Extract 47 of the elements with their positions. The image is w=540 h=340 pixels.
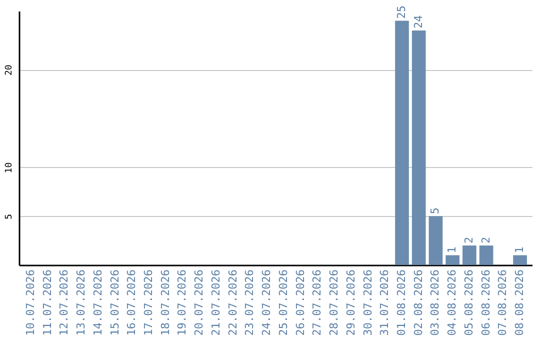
bar	[462, 245, 476, 265]
x-tick-label: 06.08.2026	[479, 270, 492, 336]
x-tick-label: 22.07.2026	[226, 270, 240, 336]
x-tick-label: 19.07.2026	[176, 270, 189, 336]
x-tick-label: 16.07.2026	[125, 270, 138, 336]
x-tick-label: 17.07.2026	[142, 270, 156, 336]
data-label: 2	[479, 236, 492, 244]
data-label: 1	[446, 246, 459, 254]
x-tick-label: 20.07.2026	[192, 270, 206, 336]
x-tick-label: 08.08.2026	[513, 270, 526, 336]
x-tick-label: 29.07.2026	[344, 270, 358, 336]
x-tick-label: 23.07.2026	[243, 270, 256, 336]
bar	[479, 245, 494, 265]
x-tick-label: 01.08.2026	[394, 270, 408, 336]
y-tick-label: 5	[4, 214, 14, 220]
x-tick-label: 13.07.2026	[74, 270, 88, 336]
x-tick-label: 11.07.2026	[40, 270, 54, 336]
x-tick-label: 15.07.2026	[108, 270, 122, 336]
x-tick-label: 21.07.2026	[209, 270, 222, 336]
y-tick-label: 10	[4, 162, 14, 174]
x-tick-label: 25.07.2026	[276, 270, 290, 336]
bar	[446, 255, 460, 265]
x-tick-label: 26.07.2026	[294, 270, 307, 336]
bar	[513, 255, 527, 265]
x-tick-label: 02.08.2026	[412, 270, 425, 336]
x-tick-label: 04.08.2026	[446, 270, 459, 336]
x-tick-label: 31.07.2026	[378, 270, 392, 336]
x-tick-label: 18.07.2026	[158, 270, 172, 336]
x-tick-label: 07.08.2026	[496, 270, 510, 336]
bar	[428, 216, 443, 265]
x-tick-label: 24.07.2026	[260, 270, 274, 336]
data-label: 1	[513, 246, 526, 254]
bar	[412, 30, 426, 265]
x-tick-label: 27.07.2026	[310, 270, 324, 336]
x-tick-label: 10.07.2026	[24, 270, 37, 336]
x-tick-label: 05.08.2026	[462, 270, 476, 336]
x-tick-label: 12.07.2026	[58, 270, 71, 336]
x-tick-label: 14.07.2026	[91, 270, 104, 336]
data-label: 24	[412, 14, 425, 29]
x-tick-label: 03.08.2026	[428, 270, 442, 336]
y-tick-label: 20	[4, 64, 14, 76]
bar	[395, 20, 409, 265]
data-label: 5	[428, 208, 442, 214]
data-label: 2	[462, 236, 476, 244]
x-tick-label: 28.07.2026	[328, 270, 341, 336]
x-tick-label: 30.07.2026	[361, 270, 374, 336]
data-label: 25	[394, 6, 408, 19]
